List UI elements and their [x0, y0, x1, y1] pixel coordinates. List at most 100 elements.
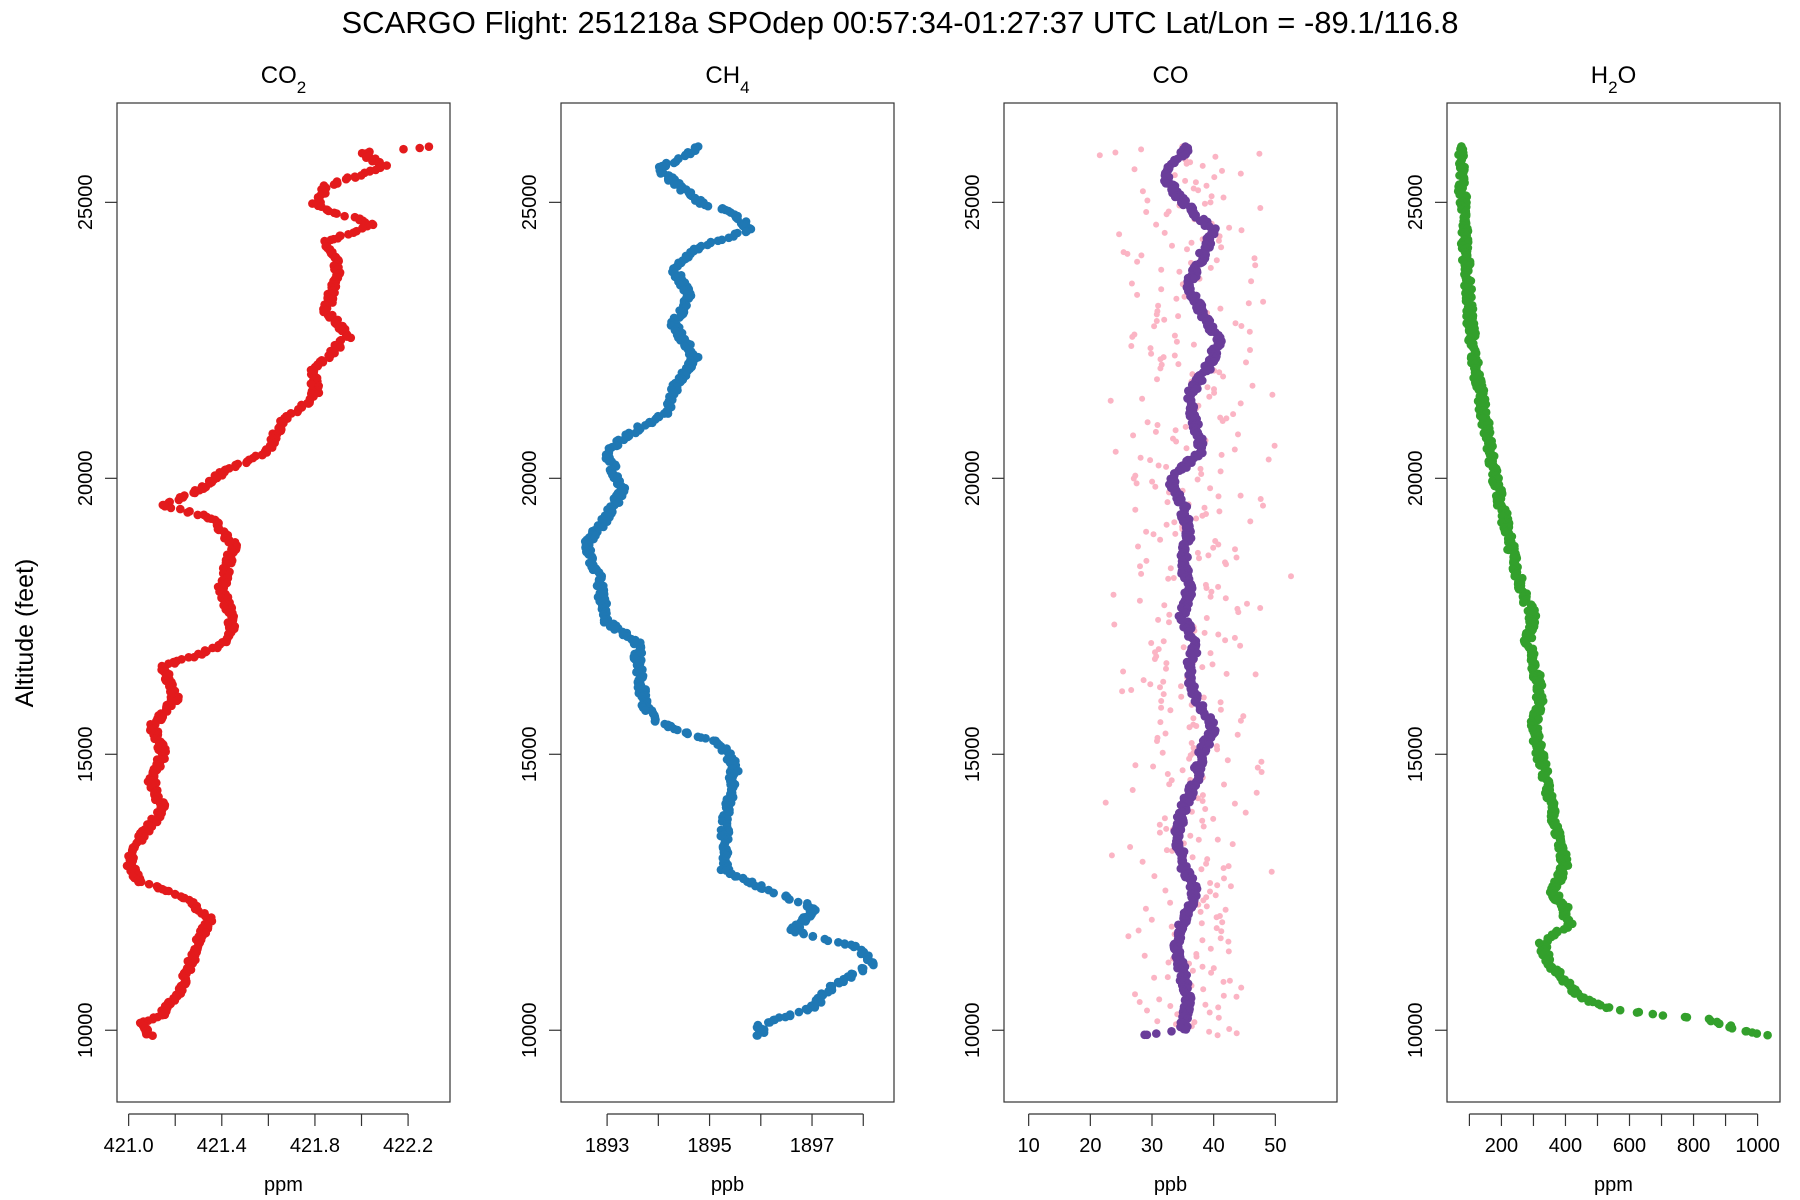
data-point	[1212, 892, 1219, 899]
data-point	[663, 409, 673, 418]
data-point	[670, 180, 679, 189]
data-point	[1227, 883, 1234, 890]
data-point	[134, 877, 143, 887]
data-point	[1252, 262, 1259, 269]
data-point	[1199, 963, 1206, 970]
data-point	[676, 186, 685, 195]
data-point	[785, 895, 794, 904]
x-tick-label: 421.8	[290, 1135, 340, 1157]
data-point	[1167, 565, 1174, 572]
data-point	[1164, 771, 1171, 777]
data-point	[1215, 541, 1222, 548]
data-point	[1168, 923, 1175, 930]
y-tick-label: 20000	[519, 451, 541, 507]
data-point	[631, 428, 640, 438]
chart-title: SCARGO Flight: 251218a SPOdep 00:57:34-0…	[342, 5, 1459, 40]
data-point	[1165, 575, 1172, 582]
data-point	[1144, 419, 1151, 426]
data-point	[1138, 146, 1145, 153]
data-point	[1232, 546, 1238, 553]
panel-co: CO 10000 15000 20000 25000 10 20 30 40 50 ppb	[962, 62, 1338, 1196]
data-point	[1153, 311, 1160, 318]
panel-title: CO	[1153, 62, 1189, 89]
data-point	[1237, 170, 1244, 177]
data-point	[1130, 475, 1137, 482]
y-tick-label: 25000	[1405, 175, 1427, 231]
data-point	[329, 234, 338, 244]
data-point	[1217, 305, 1224, 312]
data-point	[1213, 925, 1220, 932]
data-point	[1231, 800, 1238, 807]
data-point	[1200, 823, 1207, 830]
data-point	[1156, 829, 1163, 836]
data-point	[1152, 428, 1159, 435]
data-point	[1204, 384, 1211, 391]
data-point	[1198, 920, 1205, 927]
data-point	[1222, 637, 1229, 644]
data-point	[1129, 787, 1136, 793]
x-axis-label: ppb	[711, 1174, 744, 1196]
data-point	[1207, 485, 1214, 492]
data-point	[650, 717, 660, 726]
data-point	[1161, 316, 1168, 323]
x-tick-label: 421.4	[197, 1135, 247, 1157]
y-tick-label: 10000	[75, 1002, 97, 1058]
data-point	[176, 504, 185, 514]
data-point	[1190, 341, 1197, 348]
data-point	[1252, 671, 1259, 678]
data-point	[1156, 996, 1163, 1003]
data-point	[1108, 852, 1115, 859]
data-point	[1269, 391, 1276, 398]
data-point	[1170, 575, 1177, 581]
data-point	[1215, 583, 1222, 590]
data-point	[1172, 427, 1179, 434]
data-point	[765, 1018, 775, 1027]
data-point	[1212, 153, 1219, 160]
data-point	[1112, 149, 1119, 156]
data-point	[599, 522, 608, 532]
data-point	[1190, 715, 1197, 722]
data-point	[1248, 278, 1255, 285]
panel-title-main: CO	[261, 62, 297, 89]
series-co	[1140, 142, 1226, 1040]
data-point	[1220, 373, 1227, 380]
data-point	[399, 144, 408, 154]
data-point	[1203, 585, 1210, 591]
data-point	[1632, 1008, 1642, 1017]
data-point	[1253, 789, 1260, 796]
data-point	[1199, 817, 1206, 824]
series-ch4	[580, 142, 878, 1040]
data-point	[1157, 356, 1164, 363]
data-point	[1157, 365, 1164, 372]
data-point	[1211, 389, 1218, 396]
data-point	[1137, 454, 1144, 461]
data-point	[1237, 400, 1244, 407]
data-point	[1166, 619, 1172, 626]
data-point	[1225, 948, 1232, 955]
data-point	[781, 1012, 790, 1022]
data-point	[1193, 723, 1200, 729]
data-point	[1715, 1019, 1724, 1029]
data-point	[1116, 231, 1123, 238]
x-tick-label: 20	[1079, 1135, 1101, 1157]
data-point	[340, 211, 349, 221]
data-point	[1163, 825, 1170, 832]
data-point	[1175, 313, 1182, 320]
data-point	[183, 508, 192, 517]
data-point	[1151, 873, 1158, 880]
data-point	[174, 495, 184, 505]
data-point	[794, 1007, 804, 1017]
data-point	[1107, 397, 1114, 404]
data-point	[1203, 615, 1210, 621]
data-point	[351, 173, 360, 182]
panel-title-subscript: 2	[1608, 78, 1617, 97]
data-point	[1158, 266, 1165, 273]
data-point	[1203, 860, 1210, 867]
y-tick-label: 20000	[962, 451, 984, 507]
data-point	[1218, 928, 1225, 935]
data-point	[1147, 457, 1154, 464]
data-point	[1208, 588, 1215, 595]
data-point	[1111, 621, 1118, 628]
